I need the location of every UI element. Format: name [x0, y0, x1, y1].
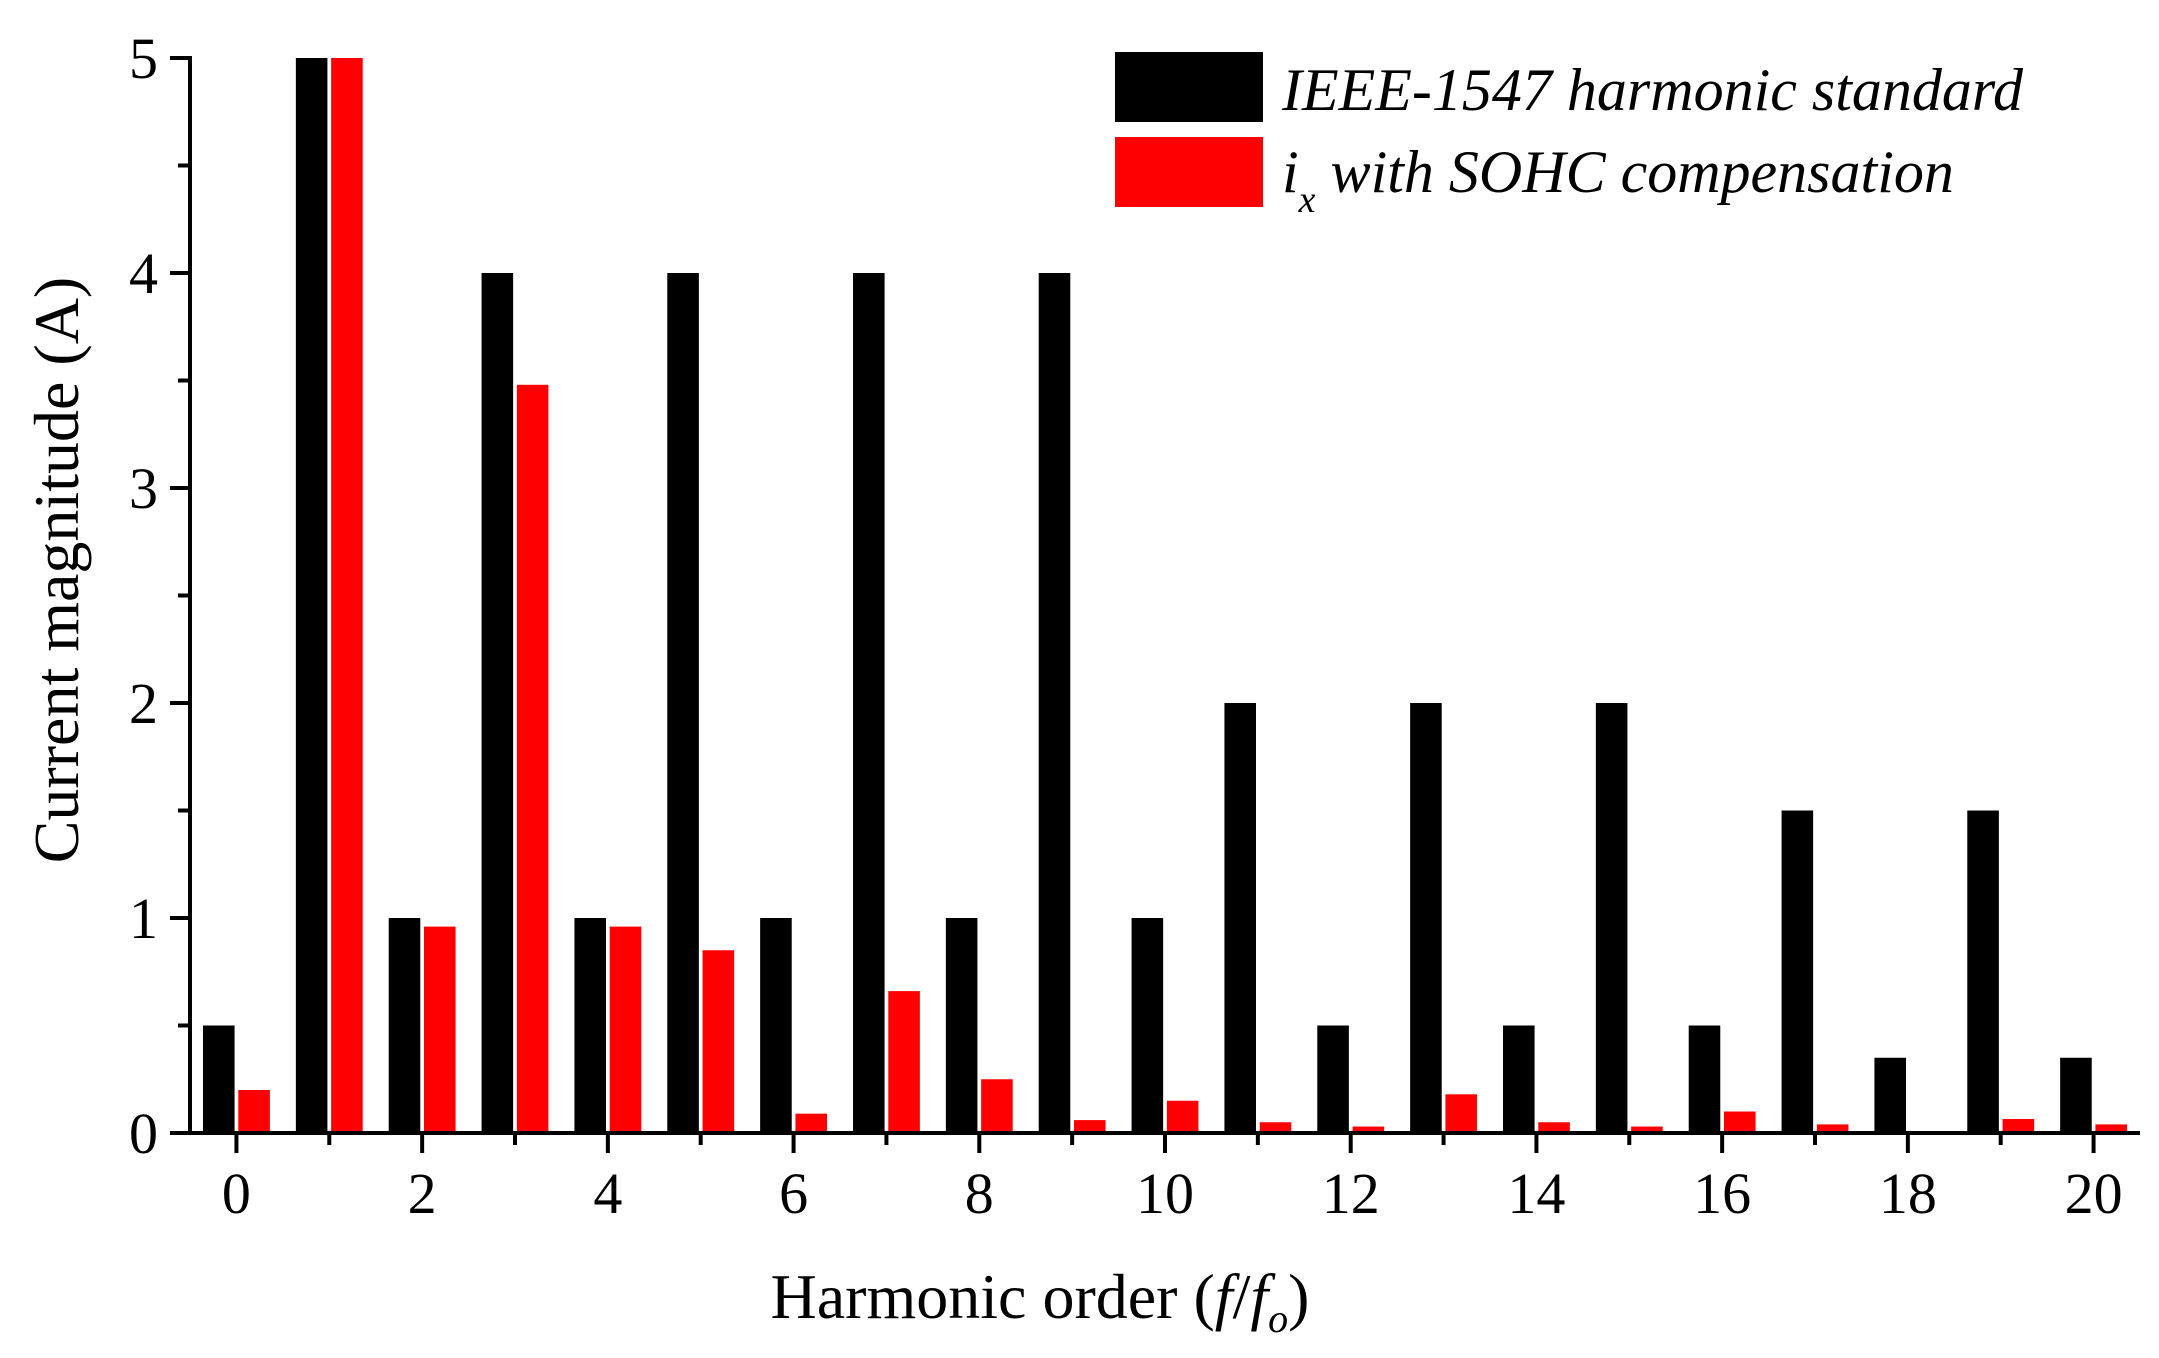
y-tick-label-4: 4 [129, 241, 158, 306]
x-axis-label: Harmonic order (f/fo) [771, 1261, 1310, 1341]
bar-sohc-13 [1445, 1094, 1477, 1133]
y-tick-label-2: 2 [129, 671, 158, 736]
bar-ieee-7 [853, 273, 885, 1133]
ieee-1547-series [203, 58, 2092, 1133]
bar-ieee-19 [1967, 810, 1999, 1133]
x-tick-label-2: 2 [408, 1161, 437, 1226]
bar-ieee-17 [1781, 810, 1814, 1133]
x-axis-label-main: Harmonic order ( [771, 1261, 1215, 1332]
legend: IEEE-1547 harmonic standard ix with SOHC… [1115, 52, 2024, 221]
bar-ieee-3 [481, 273, 514, 1133]
x-tick-label-16: 16 [1693, 1161, 1751, 1226]
bar-ieee-18 [1874, 1057, 1906, 1133]
bar-sohc-6 [795, 1113, 827, 1133]
y-tick-label-3: 3 [129, 456, 158, 521]
bar-sohc-19 [2002, 1119, 2035, 1133]
bar-ieee-4 [574, 918, 606, 1133]
x-tick-label-18: 18 [1879, 1161, 1937, 1226]
sohc-series [238, 58, 2127, 1133]
bar-ieee-2 [388, 918, 421, 1133]
bar-sohc-0 [238, 1090, 270, 1133]
bar-sohc-20 [2095, 1124, 2127, 1133]
bar-ieee-9 [1038, 273, 1071, 1133]
x-axis-label-fo-subscript: o [1268, 1296, 1288, 1341]
bar-sohc-8 [981, 1079, 1013, 1133]
x-axis-label-close: ) [1288, 1261, 1309, 1332]
bar-sohc-14 [1538, 1122, 1570, 1133]
bar-ieee-8 [945, 918, 978, 1133]
bar-sohc-5 [702, 950, 735, 1133]
x-tick-label-8: 8 [965, 1161, 994, 1226]
y-tick-label-5: 5 [129, 26, 158, 91]
bar-sohc-2 [424, 926, 456, 1133]
bar-ieee-13 [1410, 703, 1442, 1133]
x-tick-label-10: 10 [1136, 1161, 1194, 1226]
bar-ieee-14 [1503, 1025, 1535, 1133]
legend-label-sohc-subscript: x [1298, 179, 1316, 221]
bar-sohc-3 [516, 384, 549, 1133]
bar-sohc-16 [1724, 1111, 1756, 1133]
bar-ieee-11 [1224, 703, 1256, 1133]
x-tick-label-20: 20 [2065, 1161, 2123, 1226]
x-tick-label-0: 0 [222, 1161, 251, 1226]
x-tick-label-14: 14 [1507, 1161, 1565, 1226]
bar-ieee-5 [667, 273, 699, 1133]
bar-ieee-20 [2060, 1057, 2092, 1133]
legend-label-ieee: IEEE-1547 harmonic standard [1281, 57, 2024, 123]
x-tick-label-6: 6 [779, 1161, 808, 1226]
legend-swatch-black [1115, 52, 1263, 122]
bar-ieee-6 [760, 918, 792, 1133]
y-tick-label-0: 0 [129, 1101, 158, 1166]
legend-label-sohc-i: i [1282, 139, 1299, 205]
y-axis-label: Current magnitude (A) [21, 277, 92, 864]
tick-marks [170, 56, 2096, 1153]
bar-sohc-9 [1074, 1120, 1106, 1133]
bar-sohc-15 [1631, 1126, 1663, 1133]
bar-sohc-10 [1166, 1100, 1199, 1133]
bar-ieee-16 [1688, 1025, 1721, 1133]
bar-sohc-17 [1816, 1124, 1849, 1133]
x-tick-label-4: 4 [593, 1161, 622, 1226]
bar-ieee-12 [1317, 1025, 1349, 1133]
legend-label-sohc: ix with SOHC compensation [1282, 139, 1954, 221]
legend-swatch-red [1115, 137, 1263, 207]
bar-sohc-11 [1259, 1122, 1292, 1133]
bar-sohc-12 [1352, 1126, 1385, 1133]
bar-sohc-7 [888, 991, 920, 1133]
bar-ieee-10 [1131, 918, 1164, 1133]
bar-ieee-1 [295, 58, 328, 1133]
legend-label-sohc-rest: with SOHC compensation [1316, 139, 1954, 205]
bar-ieee-15 [1595, 703, 1628, 1133]
bar-sohc-1 [331, 58, 363, 1133]
x-axis-label-slash: / [1233, 1261, 1251, 1332]
y-tick-label-1: 1 [129, 886, 158, 951]
x-tick-label-12: 12 [1322, 1161, 1380, 1226]
bar-ieee-0 [203, 1025, 235, 1133]
bar-sohc-4 [609, 926, 642, 1133]
